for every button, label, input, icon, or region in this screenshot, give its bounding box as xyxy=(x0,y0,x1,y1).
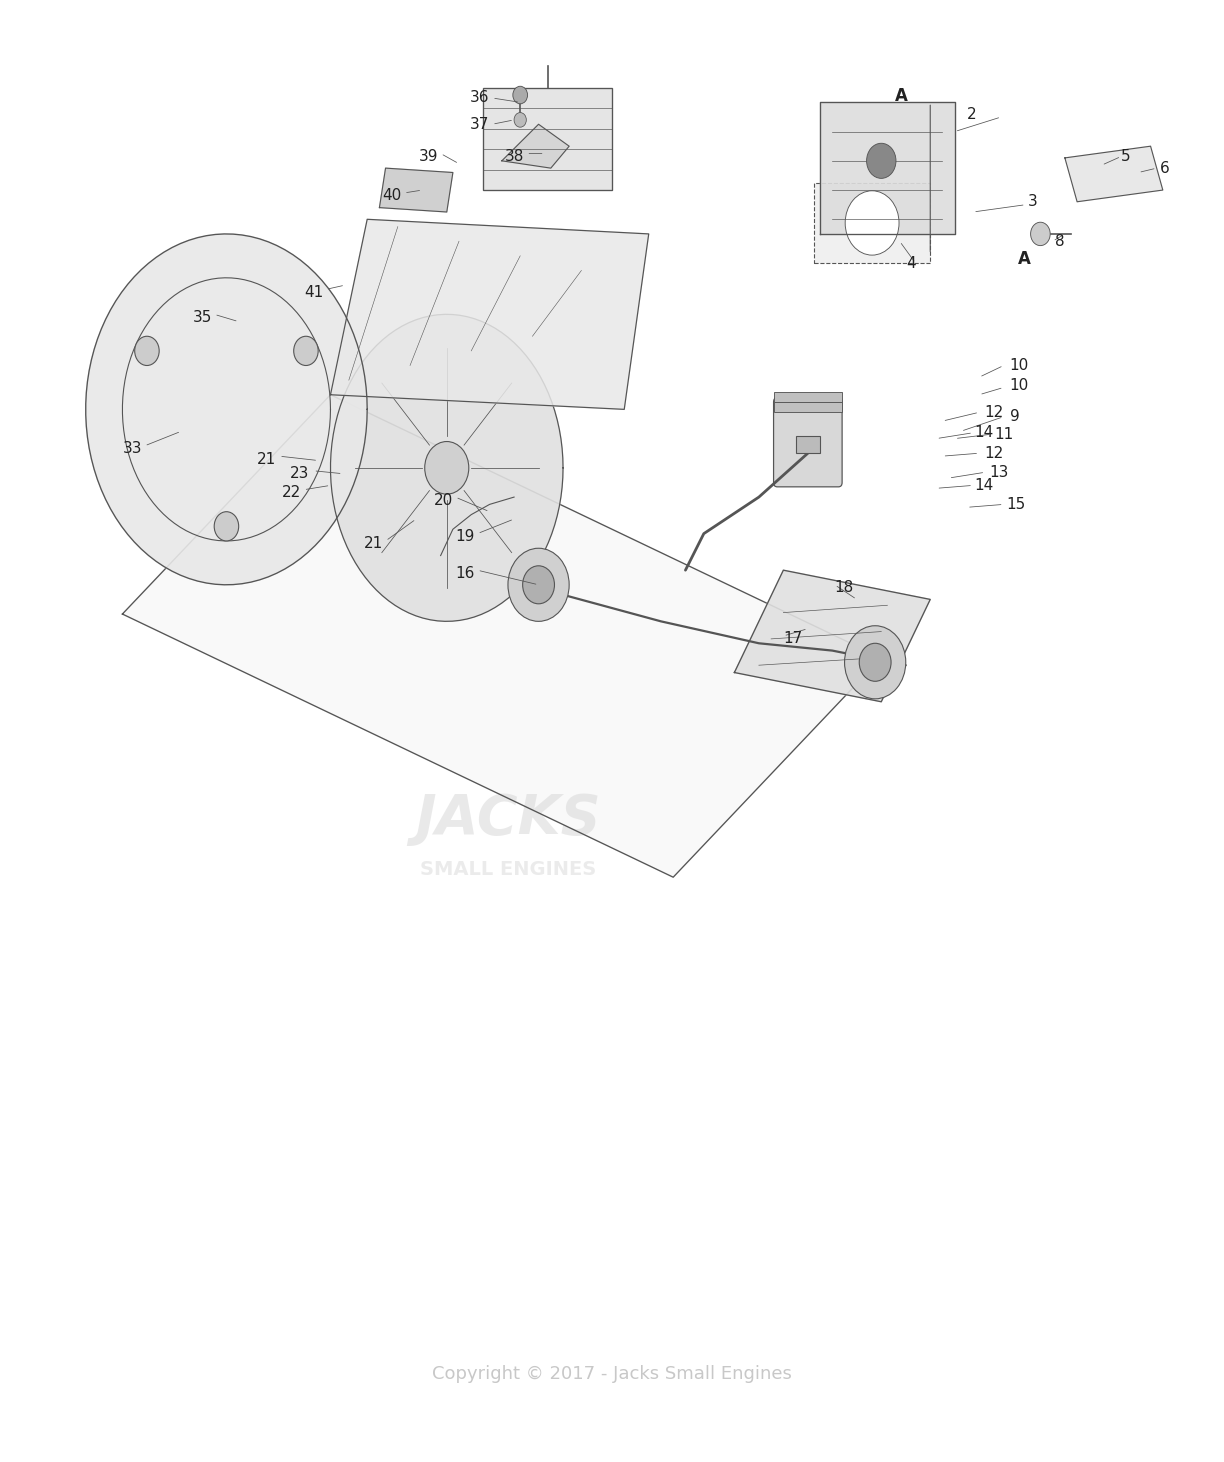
Polygon shape xyxy=(502,124,569,168)
Circle shape xyxy=(214,512,239,541)
Circle shape xyxy=(523,566,554,604)
Text: A: A xyxy=(1017,250,1031,268)
Text: 35: 35 xyxy=(192,310,212,325)
FancyBboxPatch shape xyxy=(483,88,612,190)
Text: 16: 16 xyxy=(455,566,475,580)
Text: 11: 11 xyxy=(994,427,1013,442)
Text: 33: 33 xyxy=(122,442,142,456)
Text: 9: 9 xyxy=(1010,409,1020,424)
Circle shape xyxy=(845,626,906,699)
Text: 8: 8 xyxy=(1055,234,1065,249)
Text: 20: 20 xyxy=(433,493,453,507)
Circle shape xyxy=(859,643,891,681)
Text: 2: 2 xyxy=(967,107,977,121)
Circle shape xyxy=(513,86,528,104)
Circle shape xyxy=(1031,222,1050,246)
Text: 23: 23 xyxy=(290,466,310,481)
FancyBboxPatch shape xyxy=(774,392,842,402)
Text: 5: 5 xyxy=(1121,149,1131,164)
Text: 3: 3 xyxy=(1028,194,1038,209)
Polygon shape xyxy=(330,314,563,621)
Text: 39: 39 xyxy=(419,149,438,164)
Text: 13: 13 xyxy=(989,465,1009,480)
Text: 17: 17 xyxy=(783,632,803,646)
Text: 41: 41 xyxy=(304,285,323,300)
Text: 10: 10 xyxy=(1010,379,1029,393)
Polygon shape xyxy=(1065,146,1163,202)
Circle shape xyxy=(845,192,898,256)
FancyBboxPatch shape xyxy=(814,183,930,263)
Text: A: A xyxy=(895,88,908,105)
Text: SMALL ENGINES: SMALL ENGINES xyxy=(420,861,596,879)
Text: 21: 21 xyxy=(257,452,277,466)
FancyBboxPatch shape xyxy=(796,436,820,453)
Text: Copyright © 2017 - Jacks Small Engines: Copyright © 2017 - Jacks Small Engines xyxy=(432,1366,792,1383)
Text: 19: 19 xyxy=(455,529,475,544)
Text: 40: 40 xyxy=(382,189,401,203)
FancyBboxPatch shape xyxy=(774,398,842,487)
Text: 10: 10 xyxy=(1010,358,1029,373)
Text: 14: 14 xyxy=(974,425,994,440)
Text: 15: 15 xyxy=(1006,497,1026,512)
Text: 12: 12 xyxy=(984,405,1004,420)
Polygon shape xyxy=(86,234,367,585)
Polygon shape xyxy=(734,570,930,702)
Circle shape xyxy=(425,442,469,494)
Text: 36: 36 xyxy=(470,91,490,105)
Polygon shape xyxy=(379,168,453,212)
Text: 21: 21 xyxy=(364,537,383,551)
Text: 14: 14 xyxy=(974,478,994,493)
Text: 6: 6 xyxy=(1160,161,1170,175)
Text: 22: 22 xyxy=(282,485,301,500)
Circle shape xyxy=(867,143,896,178)
Text: 38: 38 xyxy=(504,149,524,164)
Circle shape xyxy=(508,548,569,621)
Circle shape xyxy=(294,336,318,366)
FancyBboxPatch shape xyxy=(774,402,842,412)
Text: JACKS: JACKS xyxy=(415,792,601,845)
Text: 4: 4 xyxy=(906,256,916,270)
Polygon shape xyxy=(820,102,955,234)
Text: 18: 18 xyxy=(835,580,854,595)
Circle shape xyxy=(135,336,159,366)
Text: 37: 37 xyxy=(470,117,490,132)
Circle shape xyxy=(514,113,526,127)
Text: 12: 12 xyxy=(984,446,1004,461)
Polygon shape xyxy=(122,395,881,877)
Polygon shape xyxy=(330,219,649,409)
